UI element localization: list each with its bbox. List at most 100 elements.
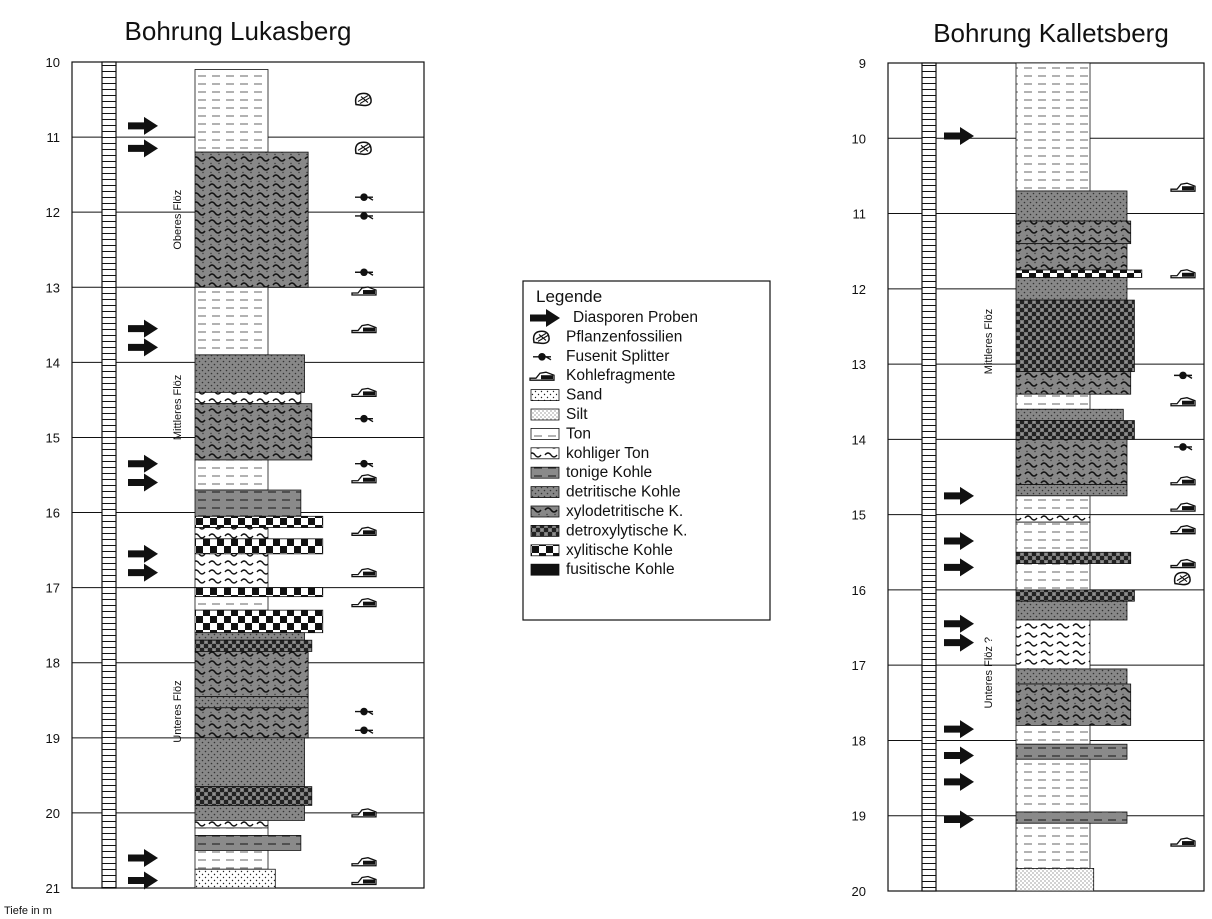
legend-swatch-fusit [530, 563, 560, 576]
layer-xylo [1015, 243, 1128, 271]
depth-tick-label: 15 [46, 430, 60, 445]
sample-arrow [944, 558, 974, 577]
layer-detrit [1015, 484, 1128, 497]
sample-arrow [944, 720, 974, 739]
left-sample-arrows [128, 116, 158, 890]
right-seam-labels: Mittleres Flöz Unteres Flöz ? [983, 309, 995, 709]
depth-tick-label: 9 [859, 56, 866, 71]
left-lithology-column [194, 69, 324, 889]
legend-box [522, 280, 771, 621]
depth-tick-label: 20 [46, 806, 60, 821]
coal-symbol [1170, 269, 1196, 279]
fusenit-symbol [1174, 371, 1193, 380]
layer-ton [1015, 725, 1091, 745]
sample-arrow [944, 486, 974, 505]
legend-swatch-sand [530, 389, 560, 402]
layer-ton [194, 286, 269, 356]
fusenit-symbol [1174, 443, 1193, 451]
layer-detrox [1015, 589, 1135, 602]
layer-xylo [1015, 683, 1132, 726]
seam-label: Oberes Flöz [172, 190, 184, 250]
legend-swatch-ton [530, 427, 560, 440]
legend-swatch-plant [532, 330, 550, 345]
plant-symbol [354, 141, 372, 156]
legend-label-xylo: xylodetritische K. [566, 503, 683, 520]
legend-label-xylit: xylitische Kohle [566, 542, 673, 559]
layer-detrit [1015, 277, 1128, 301]
layer-kohligerTon [194, 553, 269, 589]
layer-xylit [194, 538, 324, 555]
sample-arrow [128, 544, 158, 563]
layer-ton [1015, 495, 1091, 516]
depth-tick-label: 19 [46, 731, 60, 746]
seam-label: Unteres Flöz ? [983, 637, 995, 709]
depth-tick-label: 20 [852, 884, 866, 899]
layer-detrit [1015, 408, 1124, 421]
layer-kohligerTon [194, 820, 269, 829]
layer-detrit [194, 632, 305, 641]
legend-swatch-detrit [530, 486, 560, 499]
legend-label-fusenit: Fusenit Splitter [566, 348, 669, 365]
layer-xylit [194, 609, 324, 634]
fusenit-symbol [355, 459, 374, 468]
coal-symbol [351, 857, 377, 867]
layer-ton [1015, 62, 1091, 192]
legend-label-tonigeKohle: tonige Kohle [566, 464, 652, 481]
sample-arrow [128, 871, 158, 890]
legend-label-ton: Ton [566, 425, 591, 442]
layer-xylit [1015, 269, 1143, 278]
coal-symbol [1170, 837, 1196, 847]
layer-xylo [1015, 371, 1132, 395]
layer-ton [1015, 822, 1091, 869]
plant-symbol [1173, 571, 1191, 586]
layer-xylo [194, 151, 309, 288]
coal-symbol [1170, 502, 1196, 512]
right-sample-arrows [944, 127, 974, 829]
sample-arrow [944, 772, 974, 791]
right-fossil-symbols [1170, 182, 1196, 847]
depth-tick-label: 12 [46, 205, 60, 220]
sample-arrow [128, 116, 158, 135]
fusenit-symbol [355, 193, 374, 201]
depth-tick-label: 13 [852, 357, 866, 372]
seam-label: Mittleres Flöz [172, 375, 184, 440]
sample-arrow [128, 139, 158, 158]
depth-tick-label: 14 [852, 432, 866, 447]
seam-label: Unteres Flöz [172, 680, 184, 742]
fusenit-symbol [355, 212, 374, 220]
legend-swatch-kohligerTon [530, 447, 560, 460]
coal-symbol [351, 597, 377, 608]
depth-tick-label: 12 [852, 282, 866, 297]
legend-swatch-xylo [530, 505, 560, 518]
sample-arrow [128, 473, 158, 492]
plant-symbol [354, 92, 372, 107]
sample-arrow [944, 531, 974, 550]
sample-arrow [128, 563, 158, 582]
coal-symbol [351, 567, 377, 578]
depth-tick-label: 17 [852, 658, 866, 673]
sample-arrow [128, 338, 158, 357]
layer-detrit [1015, 190, 1128, 222]
layer-kohligerTon [1015, 514, 1091, 523]
layer-ton [194, 459, 269, 491]
layer-detrit [194, 737, 305, 788]
sample-arrow [944, 633, 974, 652]
sample-arrow [944, 127, 974, 146]
depth-tick-label: 19 [852, 809, 866, 824]
coal-symbol [351, 286, 377, 296]
depth-tick-label: 10 [852, 131, 866, 146]
depth-tick-label: 11 [47, 130, 61, 145]
depth-tick-label: 11 [853, 207, 867, 222]
right-depth-ruler [921, 62, 937, 892]
sample-arrow [944, 614, 974, 633]
legend-label-detrox: detroxylytische K. [566, 522, 687, 539]
fusenit-symbol [355, 414, 374, 423]
legend-label-detrit: detritische Kohle [566, 484, 681, 501]
layer-detrit [194, 805, 305, 821]
depth-tick-label: 18 [46, 656, 60, 671]
layer-detrox [194, 786, 313, 806]
legend-swatch-detrox [530, 525, 560, 537]
layer-xylo [194, 707, 309, 739]
layer-xylo [194, 651, 309, 697]
